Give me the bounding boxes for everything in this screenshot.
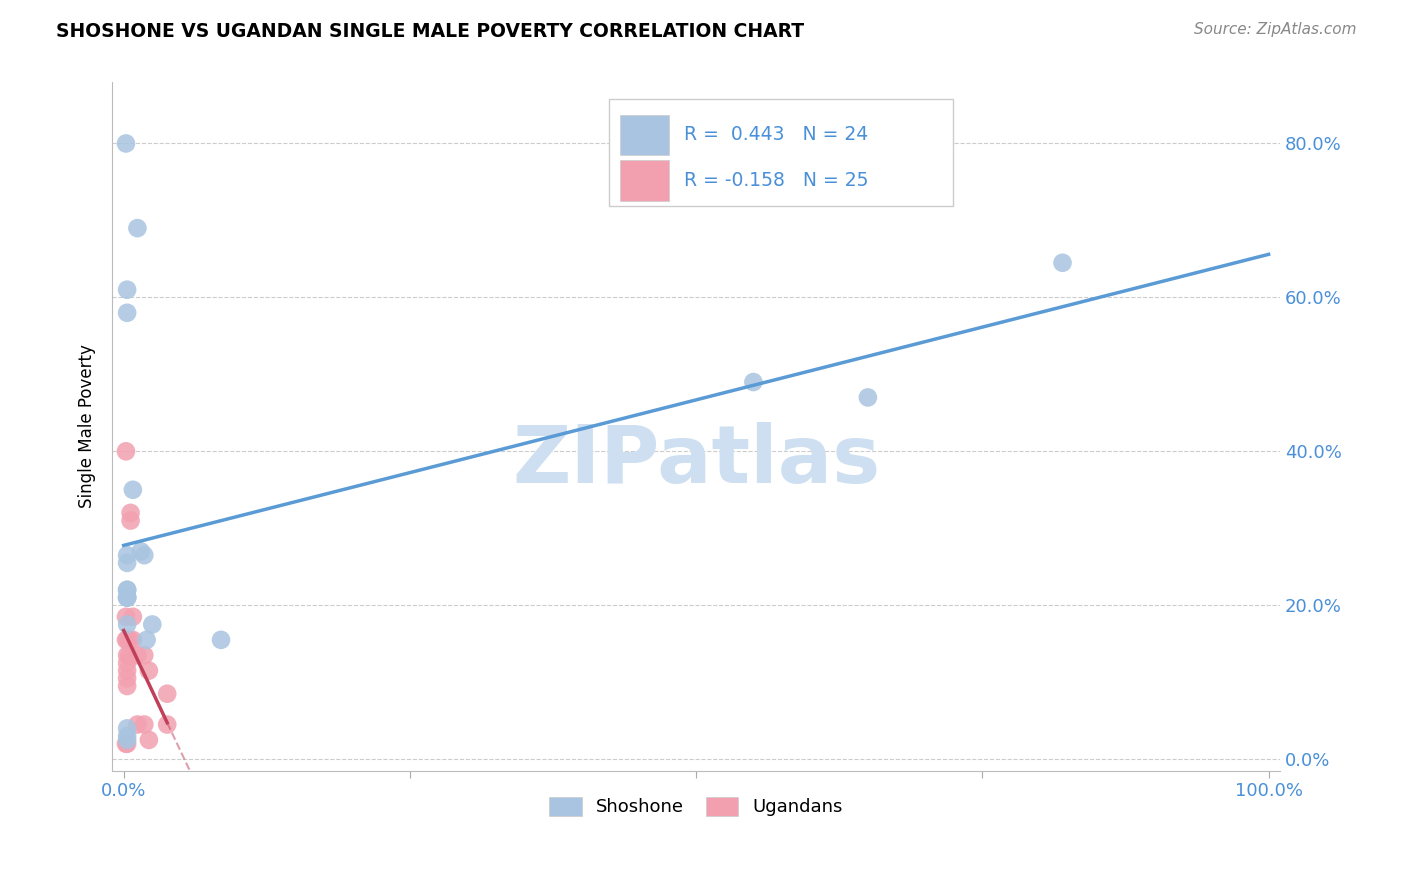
Point	[120, 506, 142, 520]
Point	[134, 717, 156, 731]
Point	[1052, 256, 1074, 270]
Point	[115, 656, 138, 670]
Point	[115, 591, 138, 605]
FancyBboxPatch shape	[620, 160, 669, 201]
Point	[115, 556, 138, 570]
Point	[120, 514, 142, 528]
Y-axis label: Single Male Poverty: Single Male Poverty	[79, 344, 96, 508]
Point	[115, 737, 138, 751]
Point	[127, 648, 149, 663]
Point	[115, 609, 138, 624]
Text: R = -0.158   N = 25: R = -0.158 N = 25	[685, 171, 869, 190]
Point	[115, 582, 138, 597]
Point	[129, 544, 152, 558]
Point	[115, 617, 138, 632]
Point	[115, 306, 138, 320]
Point	[134, 648, 156, 663]
Point	[115, 591, 138, 605]
Point	[856, 391, 879, 405]
Point	[138, 664, 160, 678]
FancyBboxPatch shape	[609, 99, 953, 206]
Point	[115, 591, 138, 605]
Point	[156, 717, 179, 731]
Point	[118, 648, 141, 663]
Point	[115, 548, 138, 562]
Point	[209, 632, 232, 647]
Text: SHOSHONE VS UGANDAN SINGLE MALE POVERTY CORRELATION CHART: SHOSHONE VS UGANDAN SINGLE MALE POVERTY …	[56, 22, 804, 41]
Legend: Shoshone, Ugandans: Shoshone, Ugandans	[541, 789, 851, 823]
Point	[115, 283, 138, 297]
Point	[118, 632, 141, 647]
Point	[742, 375, 765, 389]
Point	[115, 632, 138, 647]
Point	[141, 617, 163, 632]
Point	[115, 664, 138, 678]
Text: Source: ZipAtlas.com: Source: ZipAtlas.com	[1194, 22, 1357, 37]
Point	[127, 221, 149, 235]
Point	[121, 632, 143, 647]
Point	[121, 483, 143, 497]
Point	[134, 548, 156, 562]
Point	[127, 717, 149, 731]
Point	[115, 732, 138, 747]
Text: R =  0.443   N = 24: R = 0.443 N = 24	[685, 126, 869, 145]
Point	[115, 648, 138, 663]
Point	[115, 679, 138, 693]
Point	[115, 444, 138, 458]
Point	[121, 609, 143, 624]
Text: ZIPatlas: ZIPatlas	[512, 422, 880, 500]
Point	[115, 582, 138, 597]
Point	[115, 729, 138, 743]
Point	[138, 732, 160, 747]
Point	[115, 671, 138, 685]
FancyBboxPatch shape	[620, 114, 669, 155]
Point	[135, 632, 157, 647]
Point	[156, 687, 179, 701]
Point	[115, 632, 138, 647]
Point	[115, 722, 138, 736]
Point	[115, 737, 138, 751]
Point	[115, 136, 138, 151]
